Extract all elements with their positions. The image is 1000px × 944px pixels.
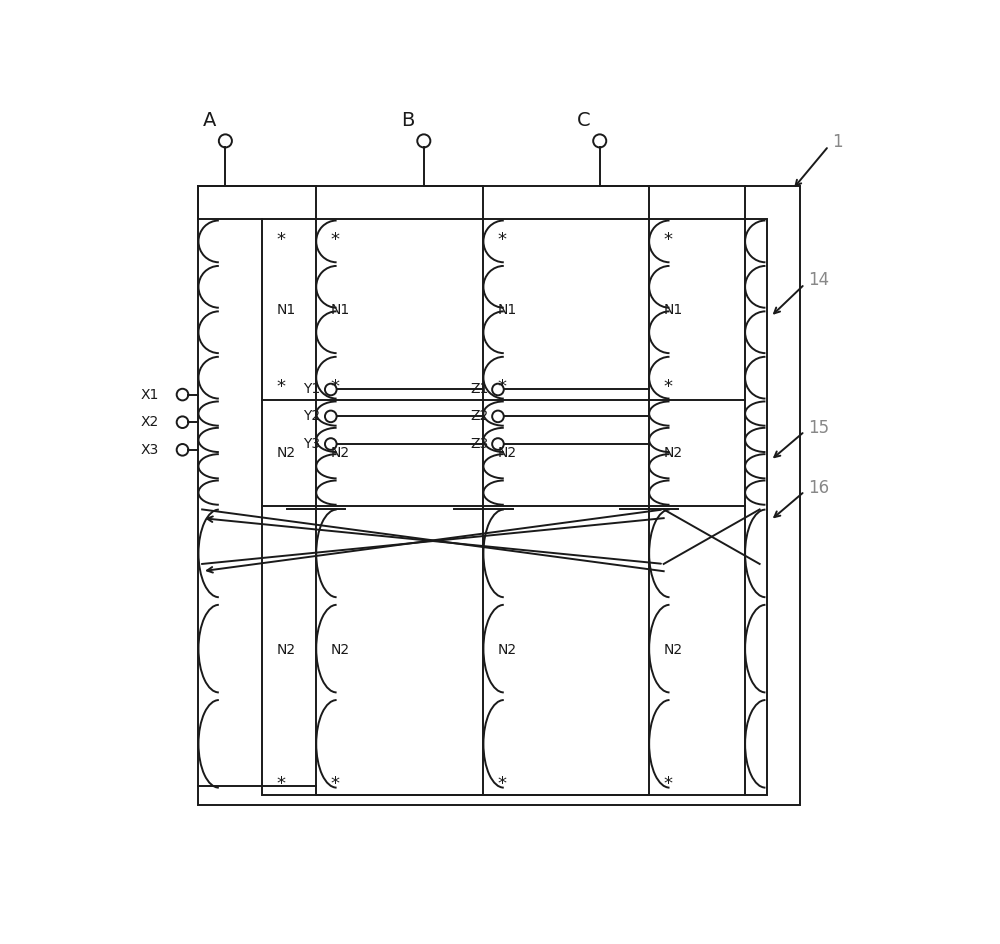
Text: *: * (664, 775, 673, 793)
Text: C: C (577, 111, 591, 130)
Text: Y2: Y2 (303, 410, 320, 424)
Text: N1: N1 (664, 302, 683, 316)
Text: N2: N2 (331, 644, 350, 657)
Text: *: * (276, 231, 285, 249)
Text: *: * (498, 379, 507, 396)
Text: Z1: Z1 (470, 382, 489, 396)
Text: B: B (401, 111, 415, 130)
Text: 1: 1 (832, 133, 843, 151)
Text: *: * (331, 231, 340, 249)
Text: 14: 14 (808, 272, 829, 290)
Text: N2: N2 (498, 447, 517, 460)
Text: *: * (498, 775, 507, 793)
Text: Y3: Y3 (303, 437, 320, 451)
Text: *: * (276, 379, 285, 396)
Bar (198, 186, 800, 805)
Text: A: A (203, 111, 216, 130)
Text: X1: X1 (140, 388, 159, 401)
Text: N2: N2 (276, 644, 295, 657)
Text: N2: N2 (276, 447, 295, 460)
Text: *: * (276, 775, 285, 793)
Text: N1: N1 (276, 302, 296, 316)
Text: N2: N2 (664, 644, 683, 657)
Bar (262, 219, 767, 795)
Text: Z2: Z2 (470, 410, 489, 424)
Text: Y1: Y1 (303, 382, 320, 396)
Text: *: * (498, 231, 507, 249)
Text: X2: X2 (140, 415, 159, 430)
Text: N2: N2 (498, 644, 517, 657)
Text: N1: N1 (498, 302, 517, 316)
Text: N1: N1 (331, 302, 350, 316)
Text: X3: X3 (140, 443, 159, 457)
Text: 16: 16 (808, 479, 829, 497)
Text: *: * (331, 775, 340, 793)
Text: Z3: Z3 (470, 437, 489, 451)
Text: *: * (664, 379, 673, 396)
Text: *: * (664, 231, 673, 249)
Text: 15: 15 (808, 418, 829, 437)
Text: N2: N2 (331, 447, 350, 460)
Text: N2: N2 (664, 447, 683, 460)
Text: *: * (331, 379, 340, 396)
